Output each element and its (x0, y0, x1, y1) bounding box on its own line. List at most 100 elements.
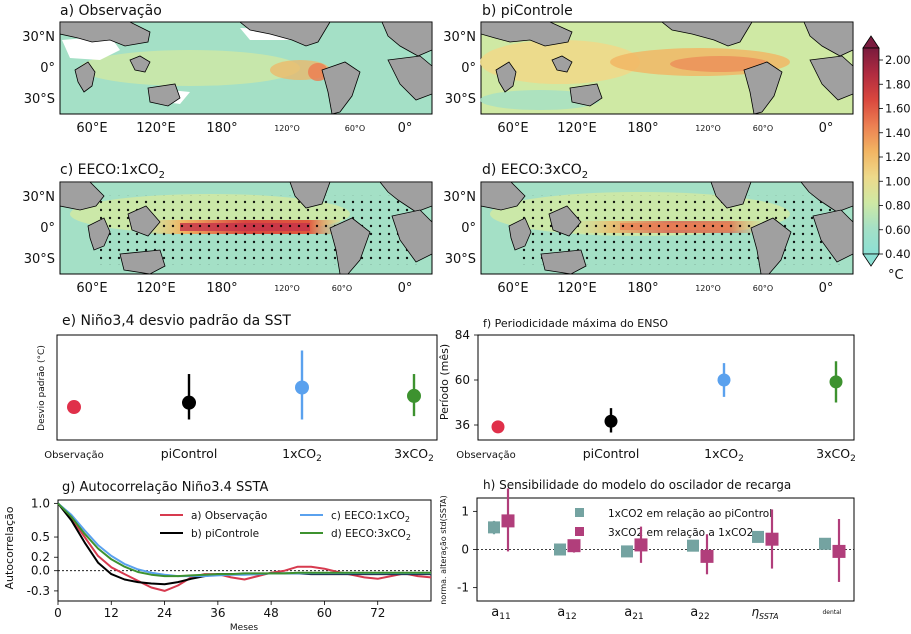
data-point (604, 414, 618, 428)
category-label: 3xCO2 (816, 446, 856, 464)
y-tick-label: 0.0 (31, 564, 50, 578)
lon-label: 120°O (695, 124, 721, 133)
panel-f-title: f) Periodicidade máxima do ENSO (483, 317, 668, 330)
x-tick-label: 60 (317, 606, 332, 620)
landmasses (59, 181, 433, 275)
legend-label: 3xCO2 em relação a 1xCO2 (608, 527, 753, 539)
lon-label: 60°E (76, 281, 107, 296)
lon-label: 120°E (136, 281, 176, 296)
data-point (819, 537, 831, 550)
map-title-a: a) Observação (60, 3, 162, 19)
category-label: ηSSTA (751, 605, 778, 621)
panel-g-xlabel: Meses (230, 623, 259, 633)
lat-label: 30°N (22, 30, 55, 45)
lat-label: 30°S (24, 92, 55, 107)
data-point (687, 539, 699, 552)
colorbar: 2.00 1.80 1.60 1.40 1.20 1.00 0.80 0.60 0.40 °C (862, 35, 911, 283)
panel-g-ylabel: Autocorrelação (3, 506, 16, 589)
data-point (717, 373, 731, 387)
y-tick-label: 84 (455, 328, 470, 342)
data-point (752, 530, 764, 543)
data-point (295, 380, 309, 395)
lat-label: 0° (40, 61, 55, 76)
category-label: Observação (456, 450, 515, 461)
lat-label: 30°N (443, 190, 476, 205)
map-axis-labels: 30°N 0° 30°S 30°N 0° 30°S 30°N 0° 30°S 3… (22, 30, 833, 296)
category-label: dental (823, 609, 842, 616)
series-line (57, 502, 431, 578)
lon-label: 60°E (76, 121, 107, 136)
colorbar-min-arrow (862, 253, 880, 267)
category-label: a21 (624, 605, 643, 622)
category-label: 3xCO2 (394, 446, 434, 464)
x-tick-label: 0 (54, 606, 62, 620)
lon-label: 60°O (753, 124, 773, 133)
map-panel-c: c) EECO:1xCO2 (59, 162, 433, 275)
colorbar-tick-label: 1.80 (885, 77, 911, 91)
x-tick-label: 72 (370, 606, 385, 620)
lon-label: 180° (206, 281, 237, 296)
lon-label: 60°O (753, 284, 773, 293)
warm-spot (670, 56, 770, 72)
lon-label: 120°E (557, 281, 597, 296)
panel-h-ylabel: norma. alteração std(SSTA) (439, 495, 448, 605)
panel-g-legend: a) Observação b) piControle c) EECO:1xCO… (160, 510, 411, 542)
data-point (621, 545, 633, 558)
warm-spot (308, 63, 328, 81)
data-point (634, 538, 648, 552)
lat-label: 0° (40, 221, 55, 236)
category-label: a22 (690, 605, 709, 622)
lon-label: 120°O (695, 284, 721, 293)
lon-label: 60°O (332, 284, 352, 293)
data-point (67, 400, 81, 415)
y-tick-label: 60 (455, 373, 470, 387)
colorbar-tick-label: 0.60 (885, 223, 911, 237)
panel-f-frame (477, 334, 855, 441)
panel-e: e) Niño3,4 desvio padrão da SST Desvio p… (37, 313, 438, 464)
y-tick-label: 1 (461, 504, 469, 518)
colorbar-max-arrow (862, 35, 880, 49)
landmasses (480, 21, 854, 115)
category-label: piControl (583, 446, 640, 461)
lon-label: 120°E (136, 121, 176, 136)
lon-label: 120°O (274, 124, 300, 133)
map-title-c: c) EECO:1xCO2 (60, 162, 165, 181)
panel-g-frame (57, 499, 432, 602)
data-point (182, 395, 196, 410)
panel-e-title: e) Niño3,4 desvio padrão da SST (62, 313, 291, 329)
series-line (57, 502, 432, 592)
y-tick-label: 0.5 (31, 530, 50, 544)
legend-swatch (575, 508, 584, 517)
lon-label: 120°E (557, 121, 597, 136)
colorbar-gradient (862, 47, 880, 255)
panel-f-ylabel: Período (mês) (438, 344, 451, 420)
data-point (491, 420, 505, 434)
lon-label: 60°E (497, 281, 528, 296)
lon-label: 180° (627, 121, 658, 136)
category-label: a11 (491, 605, 510, 622)
panel-e-ylabel: Desvio padrão (°C) (37, 345, 47, 431)
y-tick-label: 0.2 (31, 550, 50, 564)
colorbar-tick-label: 1.40 (885, 126, 911, 140)
data-point (501, 514, 515, 528)
data-point (567, 539, 581, 553)
cool-region (480, 90, 600, 110)
lon-label: 0° (398, 121, 413, 136)
lon-label: 0° (819, 121, 834, 136)
lat-label: 30°S (24, 252, 55, 267)
data-point (407, 388, 421, 403)
data-point (700, 549, 714, 563)
y-tick-label: 36 (455, 418, 470, 432)
lon-label: 60°E (497, 121, 528, 136)
y-tick-label: -1 (457, 581, 469, 595)
landmasses (59, 21, 433, 115)
lon-label: 0° (819, 281, 834, 296)
x-tick-label: 24 (157, 606, 172, 620)
data-point (554, 543, 566, 556)
category-label: 1xCO2 (282, 446, 322, 464)
legend-label: b) piControle (191, 528, 259, 540)
category-label: a12 (557, 605, 576, 622)
panel-h: h) Sensibilidade do modelo do oscilador … (439, 478, 855, 622)
legend-label: a) Observação (191, 510, 267, 522)
